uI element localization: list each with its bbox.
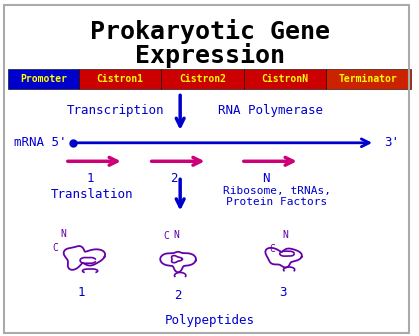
Text: Promoter: Promoter [20,74,67,84]
Text: Polypeptides: Polypeptides [165,314,254,327]
Bar [161,69,244,89]
Text: Ribosome, tRNAs,
Protein Factors: Ribosome, tRNAs, Protein Factors [222,186,331,207]
Text: 3: 3 [279,286,287,299]
Text: RNA Polymerase: RNA Polymerase [218,104,323,117]
Text: N: N [282,230,288,240]
Text: Terminator: Terminator [339,74,398,84]
Text: 3': 3' [384,136,399,149]
Text: 2: 2 [170,172,178,184]
Bar [8,69,79,89]
Text: C: C [269,244,275,254]
Text: CistronN: CistronN [261,74,308,84]
Text: 1: 1 [78,286,85,299]
Text: Expression: Expression [134,43,285,68]
Bar [326,69,411,89]
Text: Transcription: Transcription [67,104,164,117]
Text: N: N [262,172,270,184]
Text: N: N [173,230,179,240]
Text: Translation: Translation [51,188,133,201]
Text: Cistron2: Cistron2 [179,74,226,84]
Text: Prokaryotic Gene: Prokaryotic Gene [90,19,329,44]
Text: N: N [60,229,66,239]
Text: mRNA 5': mRNA 5' [13,136,66,149]
Text: C: C [53,243,59,253]
Text: 1: 1 [86,172,94,184]
Text: 2: 2 [174,289,182,302]
Text: Cistron1: Cistron1 [96,74,143,84]
Text: C: C [163,231,169,241]
Bar [244,69,326,89]
Bar [79,69,161,89]
